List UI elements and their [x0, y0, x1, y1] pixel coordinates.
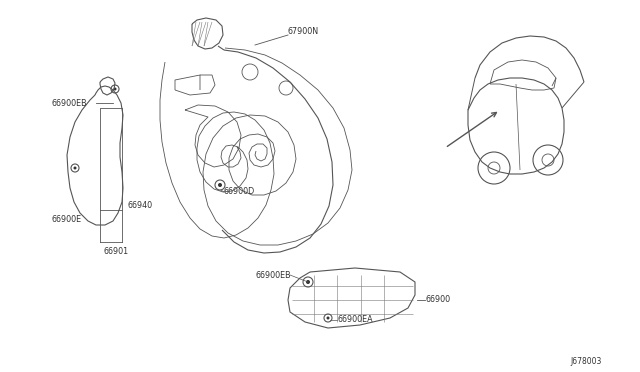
- Circle shape: [218, 183, 222, 187]
- Text: 66900: 66900: [425, 295, 450, 305]
- Circle shape: [113, 87, 116, 90]
- Text: J678003: J678003: [570, 357, 602, 366]
- Text: 66900EB: 66900EB: [255, 270, 291, 279]
- Text: 66900E: 66900E: [52, 215, 82, 224]
- Text: 67900N: 67900N: [288, 28, 319, 36]
- Text: 66901: 66901: [103, 247, 128, 257]
- Circle shape: [74, 167, 77, 170]
- Text: 66900EB: 66900EB: [52, 99, 88, 108]
- Text: 66900EA: 66900EA: [338, 315, 374, 324]
- Text: 66900D: 66900D: [224, 187, 255, 196]
- Circle shape: [306, 280, 310, 284]
- Text: 66940: 66940: [128, 201, 153, 209]
- Circle shape: [326, 317, 330, 320]
